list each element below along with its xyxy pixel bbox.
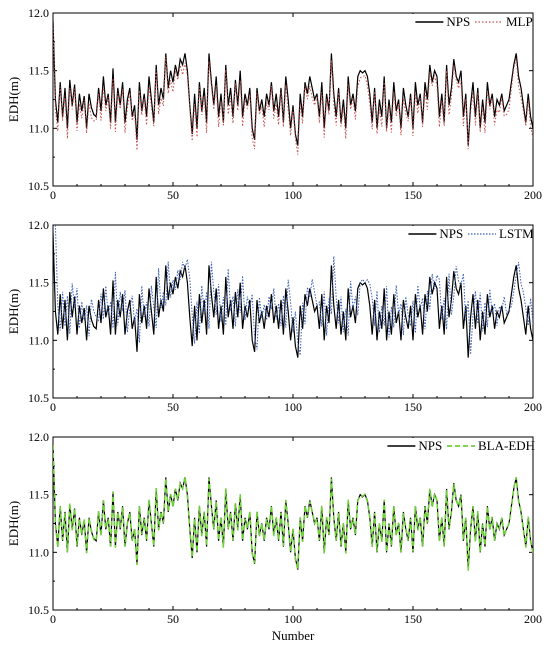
x-tick-label: 200 [524, 400, 542, 414]
y-axis-title: EDH(m) [6, 289, 21, 335]
y-tick-label: 11.0 [28, 121, 49, 135]
y-tick-label: 12.0 [28, 218, 49, 232]
legend-lstm-label: LSTM [499, 226, 534, 241]
legend-bla-label: BLA-EDH [478, 438, 535, 453]
chart-panel-1: 0 50 100 150 200 10.5 11.0 11.5 12.0 EDH(m) NPS MLP [6, 6, 542, 202]
x-axis-title: Number [272, 628, 315, 643]
plot-frame [52, 436, 534, 611]
legend-background [411, 14, 529, 30]
x-tick-label: 200 [524, 188, 542, 202]
y-tick-label: 10.5 [28, 391, 49, 405]
x-tick-label: 100 [284, 188, 302, 202]
y-tick-label: 11.5 [28, 488, 49, 502]
plot-frame [52, 12, 534, 187]
x-tick-label: 100 [284, 400, 302, 414]
x-tick-label: 50 [167, 188, 179, 202]
y-tick-label: 11.0 [28, 545, 49, 559]
chart-panel-3: 0 50 100 150 200 10.5 11.0 11.5 12.0 EDH(m) NPS BLA… [6, 430, 542, 626]
x-tick-label: 0 [50, 612, 56, 626]
legend-nps-label: NPS [439, 226, 463, 241]
legend-nps-label: NPS [418, 438, 442, 453]
x-tick-label: 150 [404, 188, 422, 202]
series-bla-line [53, 445, 533, 571]
series-nps-line [53, 233, 533, 358]
y-tick-label: 11.5 [28, 64, 49, 78]
legend-background [404, 226, 529, 242]
x-tick-label: 150 [404, 612, 422, 626]
series-lstm-line [54, 225, 533, 356]
x-tick-label: 0 [50, 400, 56, 414]
plot-frame [52, 224, 534, 399]
x-tick-label: 100 [284, 612, 302, 626]
legend-nps-label: NPS [446, 14, 470, 29]
y-tick-label: 11.5 [28, 276, 49, 290]
legend-mlp-label: MLP [506, 14, 533, 29]
series-mlp-line [53, 27, 533, 155]
y-axis-title: EDH(m) [6, 77, 21, 123]
x-tick-label: 200 [524, 612, 542, 626]
y-tick-label: 12.0 [28, 6, 49, 20]
y-axis-title: EDH(m) [6, 501, 21, 547]
x-tick-label: 0 [50, 188, 56, 202]
series-nps-line [53, 21, 533, 146]
x-tick-label: 50 [167, 612, 179, 626]
y-tick-label: 10.5 [28, 603, 49, 617]
y-tick-label: 12.0 [28, 430, 49, 444]
y-tick-label: 10.5 [28, 179, 49, 193]
x-tick-label: 50 [167, 400, 179, 414]
y-tick-label: 11.0 [28, 333, 49, 347]
x-tick-label: 150 [404, 400, 422, 414]
chart-panel-2: 0 50 100 150 200 10.5 11.0 11.5 12.0 EDH(m) NPS LST… [6, 218, 542, 414]
